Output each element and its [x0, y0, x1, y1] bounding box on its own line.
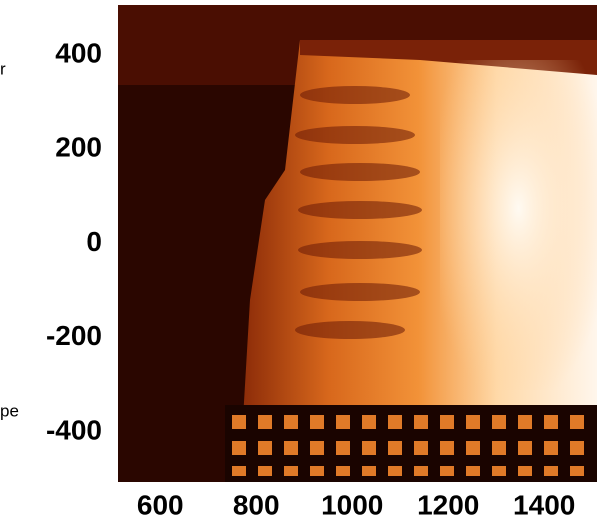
x-tick-label: 1000 — [321, 489, 383, 520]
side-label: r — [0, 59, 6, 78]
x-tick-label: 1400 — [513, 489, 575, 520]
y-tick-label: -200 — [46, 320, 102, 351]
y-tick-label: 0 — [86, 226, 102, 257]
side-label: pe — [0, 401, 19, 420]
figure: r pe 600 800 1000 1200 1400 400 200 0 -200 -400 — [0, 0, 597, 524]
photo — [118, 5, 597, 482]
x-tick-label: 600 — [137, 489, 184, 520]
y-tick-label: 400 — [55, 37, 102, 68]
x-tick-label: 800 — [233, 489, 280, 520]
y-tick-label: 200 — [55, 132, 102, 163]
y-tick-label: -400 — [46, 414, 102, 445]
x-tick-label: 1200 — [417, 489, 479, 520]
page: r pe 6008001000120014004002000-200-400 (… — [0, 0, 597, 524]
